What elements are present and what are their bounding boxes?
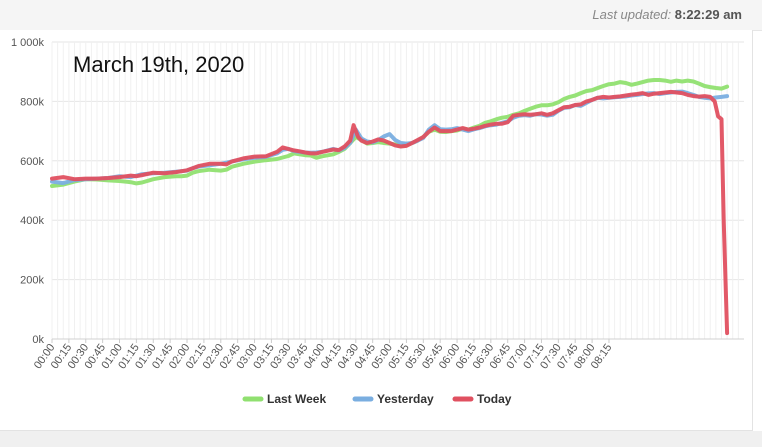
y-tick-label: 600k xyxy=(20,156,44,168)
legend-label-yesterday: Yesterday xyxy=(377,392,434,406)
y-tick-label: 400k xyxy=(20,215,44,227)
last-updated-label: Last updated: xyxy=(592,7,672,22)
legend-label-today: Today xyxy=(477,392,512,406)
legend-label-last-week: Last Week xyxy=(267,392,326,406)
last-updated: Last updated: 8:22:29 am xyxy=(592,7,742,22)
y-tick-label: 0k xyxy=(32,334,44,346)
series-line-today xyxy=(50,89,730,336)
bottom-strip xyxy=(0,431,762,447)
last-updated-time: 8:22:29 am xyxy=(674,7,742,22)
y-tick-label: 800k xyxy=(20,96,44,108)
y-tick-label: 1 000k xyxy=(11,37,45,49)
chart-title: March 19th, 2020 xyxy=(73,52,245,77)
y-tick-label: 200k xyxy=(20,275,44,287)
